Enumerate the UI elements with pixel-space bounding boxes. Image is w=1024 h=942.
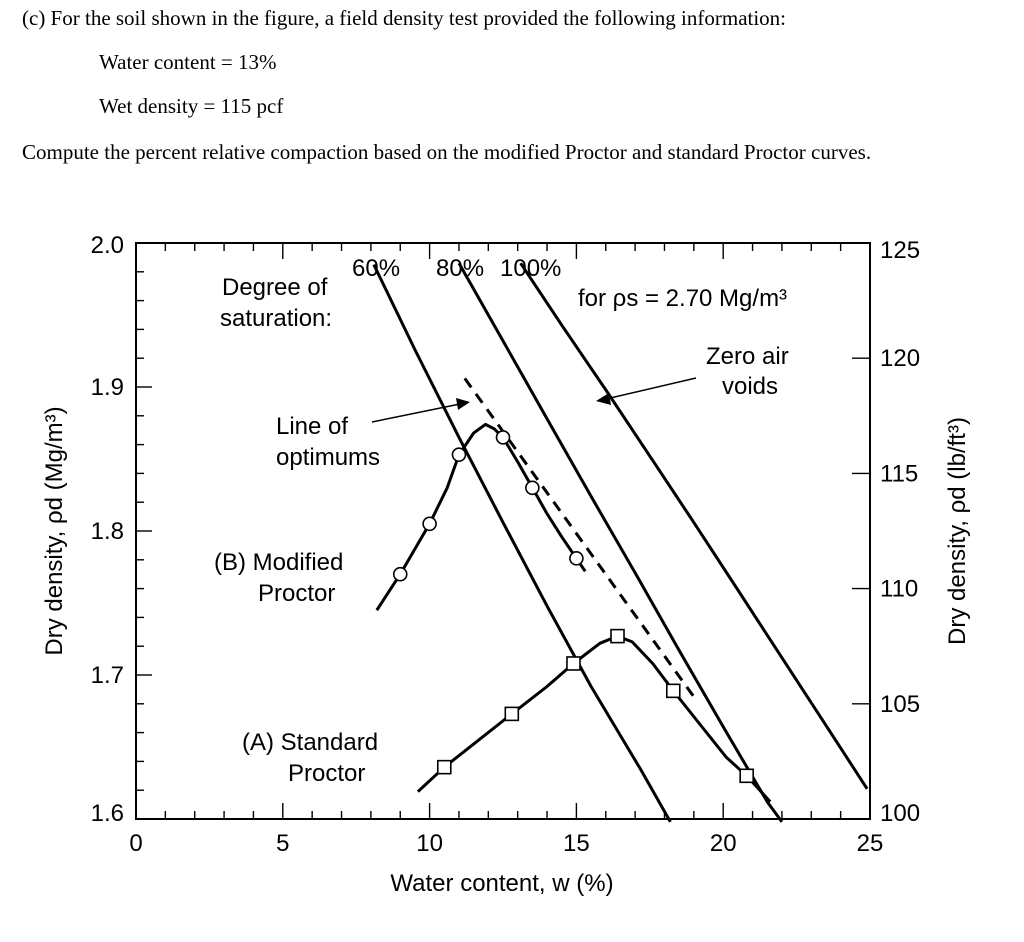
standard-point — [739, 768, 754, 784]
y-left-tick-label: 1.6 — [91, 800, 124, 827]
modified-label-2: Proctor — [258, 580, 335, 607]
problem-task: Compute the percent relative compaction … — [22, 140, 872, 164]
y-right-tick-label: 110 — [880, 576, 918, 603]
modified-point — [451, 447, 467, 462]
y-right-tick-label: 105 — [880, 691, 920, 718]
x-tick-label: 10 — [416, 830, 443, 857]
zav-label: Zero air — [706, 343, 789, 370]
optimums-curve — [463, 377, 699, 702]
axis-ticks — [136, 243, 870, 819]
degree-of-saturation-label: Degree of — [222, 274, 328, 301]
y-right-axis-title: Dry density, ρd (lb/ft³) — [944, 417, 971, 645]
y-left-tick-label: 1.7 — [91, 662, 124, 689]
zav-label-2: voids — [722, 373, 778, 400]
standard-point — [665, 683, 681, 699]
y-left-tick-label: 1.9 — [91, 374, 124, 401]
optimums-arrow — [371, 403, 461, 423]
modified-point — [525, 480, 540, 496]
standard-label-2: Proctor — [288, 760, 365, 787]
standard-point — [610, 628, 625, 644]
optimums-label: Line of — [276, 413, 348, 440]
modified-point — [392, 566, 408, 582]
modified-point — [495, 430, 511, 445]
markers — [392, 430, 754, 784]
y-right-tick-label: 115 — [880, 460, 918, 487]
y-right-tick-label: 120 — [880, 345, 920, 372]
y-left-axis-title: Dry density, ρd (Mg/m³) — [41, 406, 68, 655]
standard-label: (A) Standard — [242, 729, 378, 756]
x-tick-labels: 0 5 10 15 20 25 — [129, 830, 883, 857]
y-left-tick-label: 2.0 — [91, 232, 124, 259]
standard-point — [504, 706, 520, 722]
s100-label: 100% — [500, 255, 561, 282]
optimums-label-2: optimums — [276, 444, 380, 471]
curves — [372, 262, 869, 823]
y-right-tick-label: 100 — [880, 800, 920, 827]
x-tick-label: 15 — [563, 830, 590, 857]
y-right-tick-label: 125 — [880, 237, 920, 264]
s60-label: 60% — [352, 255, 400, 282]
given-water-content: Water content = 13% — [99, 50, 277, 74]
x-tick-label: 5 — [276, 830, 289, 857]
standard-point — [436, 759, 452, 775]
y-left-tick-labels: 1.6 1.7 1.8 1.9 2.0 — [91, 232, 124, 827]
y-right-tick-labels: 100 105 110 115 120 125 — [880, 237, 920, 827]
y-left-tick-label: 1.8 — [91, 518, 124, 545]
degree-of-saturation-label-2: saturation: — [220, 305, 332, 332]
modified-curve — [375, 422, 587, 612]
zav-arrowhead — [596, 393, 611, 405]
optimums-arrowhead — [456, 398, 470, 410]
modified-point — [569, 551, 584, 566]
modified-label: (B) Modified — [214, 549, 343, 576]
standard-point — [566, 656, 581, 671]
rho-s-label: for ρs = 2.70 Mg/m³ — [578, 285, 787, 312]
x-tick-label: 20 — [710, 830, 737, 857]
problem-intro: (c) For the soil shown in the figure, a … — [22, 6, 787, 30]
s60-curve — [372, 263, 672, 823]
x-tick-label: 25 — [857, 830, 884, 857]
s80-label: 80% — [436, 255, 484, 282]
given-wet-density: Wet density = 115 pcf — [99, 94, 284, 118]
modified-point — [422, 516, 437, 532]
x-tick-label: 0 — [129, 830, 142, 857]
x-axis-title: Water content, w (%) — [390, 870, 613, 897]
zav-curve — [519, 262, 869, 790]
zav-arrow — [605, 377, 697, 400]
